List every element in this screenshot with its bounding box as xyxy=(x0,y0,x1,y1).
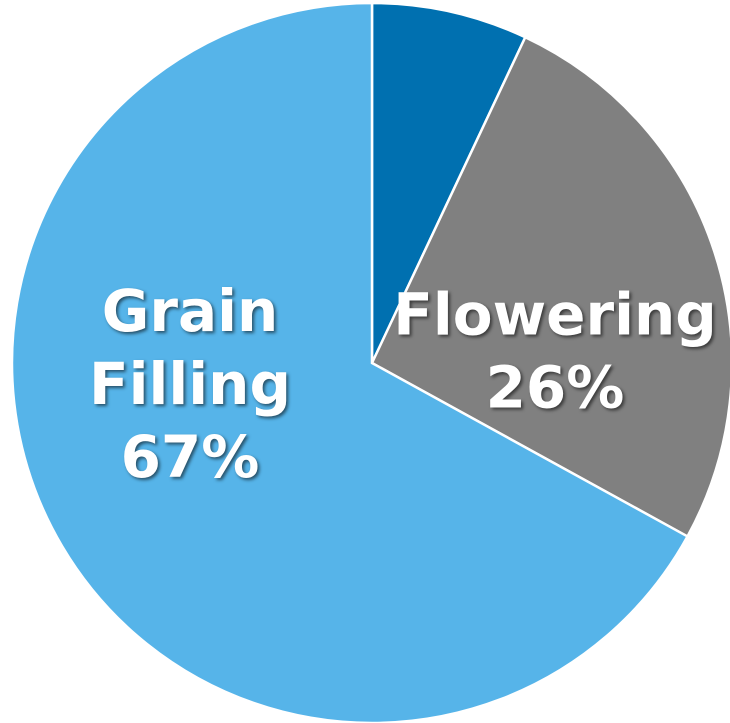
slice-label: Grain Filling 67% xyxy=(89,277,291,491)
slice-label: Flowering 26% xyxy=(393,281,717,422)
pie-slice xyxy=(10,1,690,723)
slice-label-line: Flowering xyxy=(393,281,717,349)
slice-label-line: 67% xyxy=(121,423,260,491)
slice-label-line: 26% xyxy=(486,354,625,422)
pie-slice xyxy=(370,1,527,364)
slice-label-line: Grain xyxy=(102,277,279,345)
slice-label-line: Filling xyxy=(89,350,291,418)
